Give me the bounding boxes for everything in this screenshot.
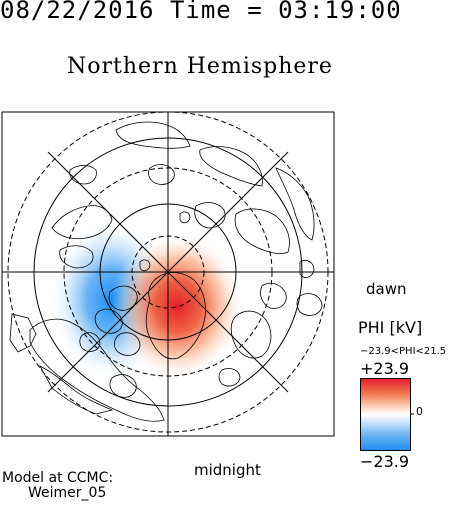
dawn-label: dawn [366,280,407,298]
map-frame [1,111,335,437]
colorbar-max-label: +23.9 [360,359,410,378]
header-datetime: 08/22/2016 Time = 03:19:00 [0,0,402,24]
map-title: Northern Hemisphere [67,54,333,79]
positive-cell [112,232,244,380]
model-name: Weimer_05 [28,485,107,501]
colorbar-range: −23.9<PHI<21.5 [360,346,447,357]
meridian-line [47,151,289,393]
colorbar-title: PHI [kV] [358,318,423,337]
colorbar-zero-label: 0 [416,405,423,418]
polar-map [1,111,335,437]
midnight-label: midnight [194,461,261,479]
coastlines [9,121,323,422]
colorbar-min-label: −23.9 [360,452,410,471]
model-credit: Model at CCMC: [2,470,114,486]
potential-field [50,220,244,380]
colorbar-gradient [360,378,411,451]
colorbar [360,378,414,451]
